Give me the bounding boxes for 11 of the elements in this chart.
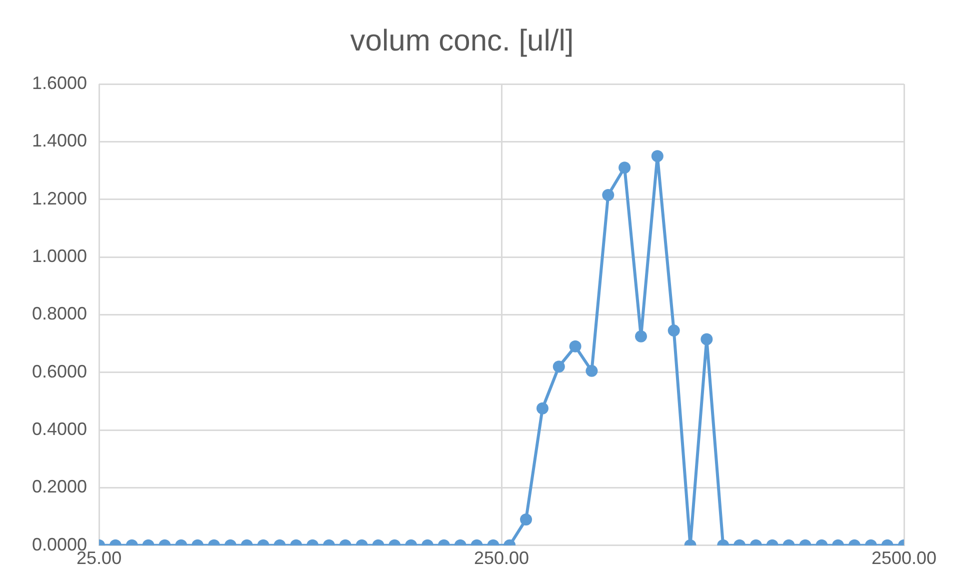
y-tick-label: 1.6000	[32, 72, 88, 93]
y-tick-label: 1.0000	[32, 246, 88, 266]
chart-title: volum conc. [ul/l]	[350, 24, 574, 58]
y-tick-label: 0.8000	[32, 304, 88, 324]
y-tick-label: 1.4000	[32, 130, 88, 151]
y-tick-label: 0.2000	[32, 476, 88, 497]
y-tick-label: 1.2000	[32, 188, 88, 208]
y-tick-label: 0.4000	[32, 419, 88, 440]
x-tick-label: 2500.00	[871, 548, 937, 568]
x-tick-label: 250.00	[474, 548, 530, 568]
y-tick-label: 0.6000	[32, 361, 88, 382]
